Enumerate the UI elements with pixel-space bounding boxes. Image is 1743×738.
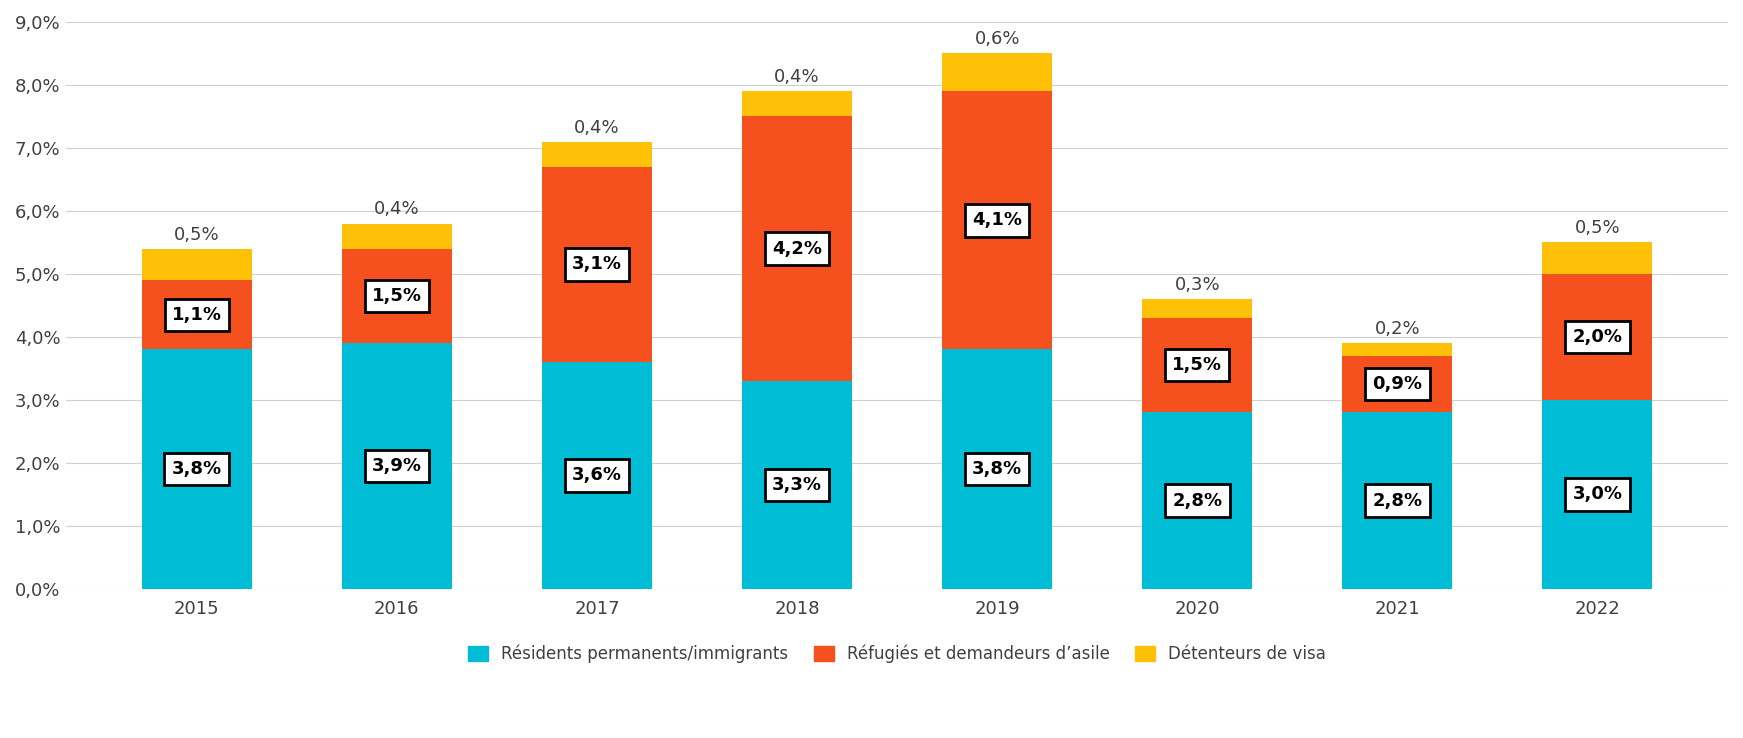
Text: 0,5%: 0,5% bbox=[1574, 219, 1621, 238]
Text: 0,3%: 0,3% bbox=[1175, 276, 1220, 294]
Text: 2,0%: 2,0% bbox=[1572, 328, 1623, 346]
Text: 1,5%: 1,5% bbox=[1173, 356, 1222, 374]
Text: 4,2%: 4,2% bbox=[772, 240, 823, 258]
Bar bbox=[542, 167, 652, 362]
Bar bbox=[943, 92, 1053, 350]
Text: 0,2%: 0,2% bbox=[1375, 320, 1421, 338]
Bar bbox=[1142, 318, 1251, 413]
Bar bbox=[1543, 400, 1652, 589]
Text: 0,5%: 0,5% bbox=[174, 226, 220, 244]
Bar bbox=[141, 350, 251, 589]
Text: 4,1%: 4,1% bbox=[973, 211, 1021, 230]
Text: 3,3%: 3,3% bbox=[772, 476, 823, 494]
Bar bbox=[743, 92, 852, 117]
Bar bbox=[1543, 242, 1652, 274]
Text: 1,1%: 1,1% bbox=[173, 306, 221, 324]
Bar bbox=[1142, 299, 1251, 318]
Text: 2,8%: 2,8% bbox=[1173, 492, 1222, 510]
Text: 3,8%: 3,8% bbox=[973, 460, 1021, 478]
Bar bbox=[1543, 274, 1652, 400]
Text: 3,1%: 3,1% bbox=[572, 255, 622, 274]
Bar bbox=[141, 249, 251, 280]
Text: 0,4%: 0,4% bbox=[573, 119, 621, 137]
Text: 0,6%: 0,6% bbox=[974, 30, 1020, 49]
Text: 3,8%: 3,8% bbox=[171, 460, 221, 478]
Bar bbox=[743, 381, 852, 589]
Text: 1,5%: 1,5% bbox=[371, 287, 422, 305]
Bar bbox=[342, 249, 451, 343]
Bar bbox=[743, 117, 852, 381]
Bar bbox=[542, 142, 652, 167]
Bar bbox=[1342, 356, 1452, 413]
Bar bbox=[342, 224, 451, 249]
Text: 0,4%: 0,4% bbox=[774, 68, 819, 86]
Bar bbox=[1142, 413, 1251, 589]
Bar bbox=[342, 343, 451, 589]
Text: 3,6%: 3,6% bbox=[572, 466, 622, 484]
Bar bbox=[542, 362, 652, 589]
Legend: Résidents permanents/immigrants, Réfugiés et demandeurs d’asile, Détenteurs de v: Résidents permanents/immigrants, Réfugié… bbox=[460, 636, 1335, 671]
Text: 3,0%: 3,0% bbox=[1572, 486, 1623, 503]
Bar bbox=[943, 350, 1053, 589]
Text: 0,9%: 0,9% bbox=[1372, 375, 1422, 393]
Bar bbox=[943, 53, 1053, 92]
Text: 3,9%: 3,9% bbox=[371, 457, 422, 475]
Bar bbox=[141, 280, 251, 350]
Text: 0,4%: 0,4% bbox=[375, 201, 420, 218]
Bar bbox=[1342, 343, 1452, 356]
Bar bbox=[1342, 413, 1452, 589]
Text: 2,8%: 2,8% bbox=[1372, 492, 1422, 510]
